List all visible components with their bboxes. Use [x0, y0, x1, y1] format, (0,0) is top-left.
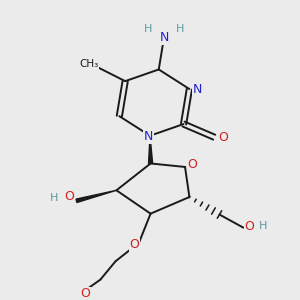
Text: N: N	[193, 82, 202, 95]
Text: N: N	[144, 130, 153, 143]
Text: H: H	[50, 193, 59, 203]
Text: O: O	[188, 158, 197, 170]
Polygon shape	[76, 190, 116, 202]
Text: H: H	[259, 221, 267, 231]
Text: H: H	[176, 24, 184, 34]
Text: O: O	[80, 287, 90, 300]
Text: H: H	[144, 24, 152, 34]
Text: O: O	[64, 190, 74, 202]
Text: O: O	[218, 131, 228, 144]
Polygon shape	[148, 136, 153, 164]
Text: O: O	[130, 238, 140, 251]
Text: O: O	[244, 220, 254, 233]
Text: N: N	[159, 31, 169, 44]
Text: CH₃: CH₃	[79, 59, 98, 69]
